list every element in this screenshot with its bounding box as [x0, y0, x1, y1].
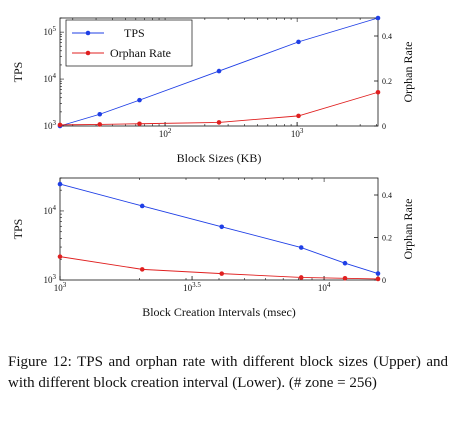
legend-swatch-marker: [85, 30, 91, 36]
y-axis-label: TPS: [11, 62, 25, 83]
y2-tick-label: 0: [382, 122, 386, 131]
figure-caption: Figure 12: TPS and orphan rate with diff…: [8, 354, 448, 391]
data-point-orphan-rate: [137, 121, 142, 127]
x-tick-label: 104: [318, 281, 331, 293]
data-point-orphan-rate: [298, 275, 304, 280]
series-line-tps: [59, 17, 379, 127]
y2-axis-label: Orphan Rate: [401, 199, 415, 260]
y2-tick-label: 0.4: [382, 191, 392, 200]
legend-label: TPS: [124, 26, 145, 40]
data-point-orphan-rate: [139, 267, 145, 272]
data-point-orphan-rate: [219, 271, 225, 276]
data-point-tps: [298, 245, 304, 250]
legend-swatch-marker: [85, 50, 91, 56]
data-point-tps: [57, 181, 63, 187]
data-point-tps: [97, 111, 103, 117]
data-point-orphan-rate: [57, 122, 63, 128]
data-point-orphan-rate: [97, 122, 103, 127]
data-point-tps: [219, 224, 225, 230]
data-point-orphan-rate: [342, 276, 348, 281]
y2-tick-label: 0.2: [382, 77, 392, 86]
data-point-orphan-rate: [296, 113, 301, 119]
x-tick-label: 103: [54, 281, 67, 293]
data-point-tps: [342, 260, 348, 266]
data-point-tps: [296, 39, 301, 45]
x-tick-label: 102: [159, 127, 172, 139]
data-point-orphan-rate: [57, 254, 63, 259]
legend-label: Orphan Rate: [110, 46, 171, 60]
x-tick-label: 103.5: [183, 281, 201, 293]
data-point-tps: [375, 15, 381, 21]
y2-axis-label: Orphan Rate: [401, 42, 415, 103]
data-point-tps: [375, 271, 381, 276]
x-axis-label: Block Sizes (KB): [177, 151, 262, 165]
data-point-orphan-rate: [375, 89, 381, 95]
y2-tick-label: 0.2: [382, 234, 392, 243]
legend-box: [65, 19, 193, 67]
series-line-orphan-rate: [59, 256, 379, 280]
series-line-orphan-rate: [59, 91, 379, 126]
series-line-tps: [59, 183, 379, 274]
y2-tick-label: 0: [382, 276, 386, 285]
data-point-orphan-rate: [375, 276, 381, 282]
x-axis-label: Block Creation Intervals (msec): [142, 305, 296, 319]
data-point-tps: [139, 203, 145, 209]
data-point-orphan-rate: [216, 120, 222, 125]
y-axis-label: TPS: [11, 219, 25, 240]
y-tick-label: 104: [44, 72, 57, 84]
y-tick-label: 104: [44, 204, 57, 216]
data-point-tps: [216, 68, 222, 74]
y-tick-label: 105: [44, 25, 57, 37]
y-tick-label: 103: [44, 119, 57, 131]
y-tick-label: 103: [44, 273, 57, 285]
x-tick-label: 103: [291, 127, 304, 139]
plot-frame: [59, 17, 379, 127]
y2-tick-label: 0.4: [382, 32, 392, 41]
plot-frame: [59, 177, 379, 281]
data-point-tps: [137, 97, 142, 103]
